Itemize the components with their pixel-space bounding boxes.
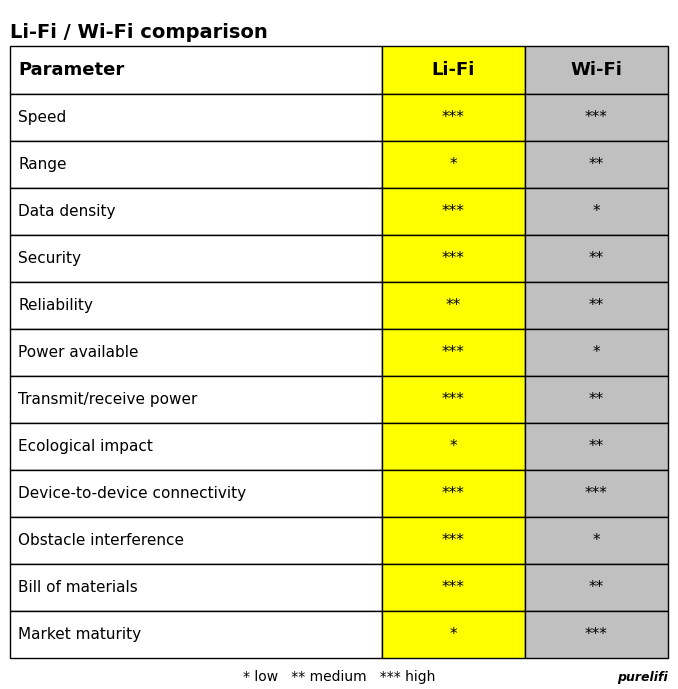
- Bar: [525, 329, 668, 376]
- Bar: [382, 423, 525, 470]
- Bar: [382, 235, 525, 282]
- Bar: [10, 282, 382, 329]
- Text: **: **: [589, 580, 604, 595]
- Bar: [525, 517, 668, 564]
- Bar: [525, 611, 668, 658]
- Text: purelifi: purelifi: [617, 670, 668, 683]
- Text: ***: ***: [442, 345, 464, 360]
- Bar: [382, 188, 525, 235]
- Text: ***: ***: [585, 627, 607, 642]
- Text: Li-Fi / Wi-Fi comparison: Li-Fi / Wi-Fi comparison: [10, 23, 268, 42]
- Bar: [10, 46, 382, 94]
- Bar: [382, 470, 525, 517]
- Bar: [10, 188, 382, 235]
- Bar: [10, 611, 382, 658]
- Bar: [382, 611, 525, 658]
- Bar: [382, 282, 525, 329]
- Bar: [10, 470, 382, 517]
- Bar: [382, 329, 525, 376]
- Bar: [382, 94, 525, 141]
- Text: Range: Range: [18, 157, 66, 172]
- Bar: [525, 235, 668, 282]
- Text: Device-to-device connectivity: Device-to-device connectivity: [18, 486, 246, 501]
- Text: *: *: [593, 533, 600, 548]
- Text: ***: ***: [442, 533, 464, 548]
- Bar: [10, 329, 382, 376]
- Bar: [525, 564, 668, 611]
- Bar: [382, 141, 525, 188]
- Text: **: **: [589, 251, 604, 266]
- Text: Data density: Data density: [18, 204, 115, 219]
- Text: Ecological impact: Ecological impact: [18, 439, 153, 454]
- Text: * low   ** medium   *** high: * low ** medium *** high: [243, 670, 435, 684]
- Text: Li-Fi: Li-Fi: [431, 61, 475, 79]
- Bar: [525, 188, 668, 235]
- Text: ***: ***: [442, 110, 464, 125]
- Bar: [10, 235, 382, 282]
- Bar: [525, 376, 668, 423]
- Bar: [10, 94, 382, 141]
- Bar: [382, 376, 525, 423]
- Text: *: *: [593, 204, 600, 219]
- Bar: [525, 282, 668, 329]
- Text: Wi-Fi: Wi-Fi: [570, 61, 622, 79]
- Text: Market maturity: Market maturity: [18, 627, 141, 642]
- Text: Transmit/receive power: Transmit/receive power: [18, 392, 197, 407]
- Text: Bill of materials: Bill of materials: [18, 580, 138, 595]
- Text: ***: ***: [585, 486, 607, 501]
- Text: Security: Security: [18, 251, 81, 266]
- Text: ***: ***: [585, 110, 607, 125]
- Text: ***: ***: [442, 251, 464, 266]
- Text: *: *: [450, 439, 457, 454]
- Text: ***: ***: [442, 392, 464, 407]
- Text: ***: ***: [442, 580, 464, 595]
- Text: *: *: [450, 157, 457, 172]
- Text: **: **: [589, 298, 604, 313]
- Text: Power available: Power available: [18, 345, 138, 360]
- Bar: [382, 517, 525, 564]
- Bar: [525, 46, 668, 94]
- Text: **: **: [589, 439, 604, 454]
- Bar: [10, 517, 382, 564]
- Bar: [10, 376, 382, 423]
- Bar: [382, 564, 525, 611]
- Text: Parameter: Parameter: [18, 61, 124, 79]
- Text: *: *: [450, 627, 457, 642]
- Text: Reliability: Reliability: [18, 298, 93, 313]
- Text: ***: ***: [442, 486, 464, 501]
- Text: *: *: [593, 345, 600, 360]
- Text: Obstacle interference: Obstacle interference: [18, 533, 184, 548]
- Text: Speed: Speed: [18, 110, 66, 125]
- Bar: [525, 141, 668, 188]
- Bar: [525, 423, 668, 470]
- Text: **: **: [445, 298, 461, 313]
- Bar: [10, 141, 382, 188]
- Bar: [525, 94, 668, 141]
- Bar: [525, 470, 668, 517]
- Bar: [10, 564, 382, 611]
- Bar: [10, 423, 382, 470]
- Bar: [382, 46, 525, 94]
- Text: **: **: [589, 157, 604, 172]
- Text: **: **: [589, 392, 604, 407]
- Text: ***: ***: [442, 204, 464, 219]
